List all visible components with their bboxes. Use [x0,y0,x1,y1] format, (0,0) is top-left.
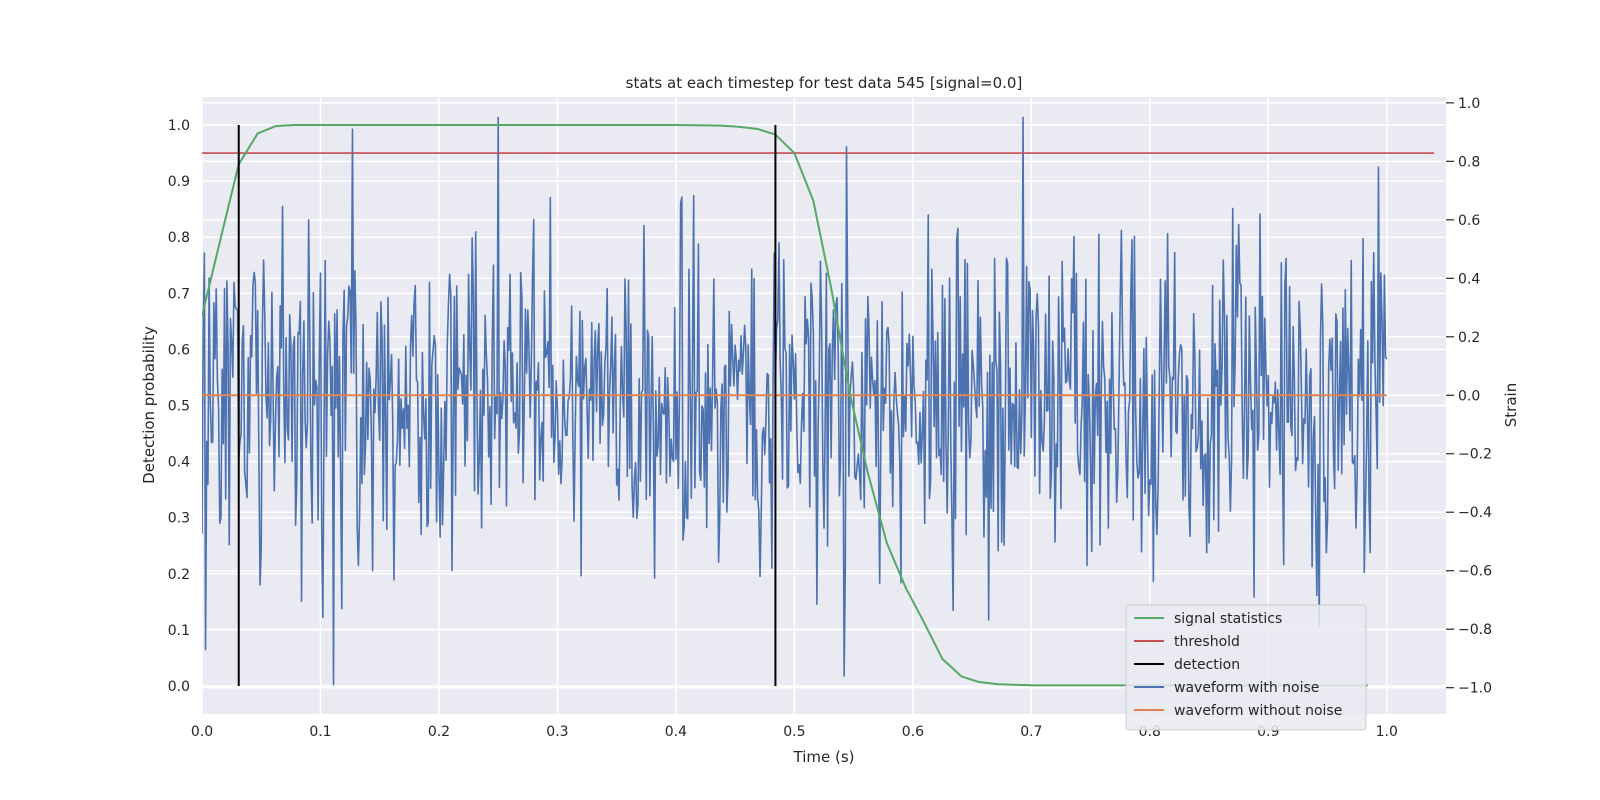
y2-tick-label: 0.6 [1458,213,1480,229]
y-tick-label: 0.1 [168,623,190,639]
x-tick-label: 0.7 [1020,724,1042,740]
x-tick-label: 0.6 [902,724,924,740]
y2-axis-label: Strain [1502,383,1520,427]
y-tick-label: 0.9 [168,174,190,190]
y-tick-label: 0.2 [168,567,190,583]
signal-statistics-line [202,124,1368,687]
y-tick-label: 0.0 [168,679,190,695]
y2-tick-label: 1.0 [1458,96,1480,112]
x-tick-label: 0.2 [428,724,450,740]
y-tick-label: 0.6 [168,342,190,358]
plot-layer [202,116,1435,687]
y2-tick-label: −0.6 [1458,564,1492,580]
y-tick-label: 0.8 [168,230,190,246]
y-tick-label: 0.5 [168,399,190,415]
chart-title: stats at each timestep for test data 545… [626,74,1023,92]
y-tick-label: 0.3 [168,511,190,527]
y2-tick-label: −0.2 [1458,447,1492,463]
y2-tick-label: 0.2 [1458,330,1480,346]
y2-tick-label: 0.4 [1458,271,1480,287]
y-tick-label: 0.7 [168,286,190,302]
y-tick-label: 0.4 [168,455,190,471]
x-tick-label: 1.0 [1376,724,1398,740]
x-axis-label: Time (s) [793,748,855,766]
legend-label: detection [1174,657,1240,673]
legend-label: signal statistics [1174,611,1282,627]
y-tick-label: 1.0 [168,118,190,134]
legend-label: threshold [1174,634,1240,650]
y-axis-label: Detection probability [140,326,158,484]
axes: 0.0 0.1 0.2 0.3 0.4 0.5 0.6 0.7 0.8 0.9 1.0 0.0 0.1 0… [168,96,1492,740]
legend-box [1125,604,1367,731]
y2-tick-label: 0.0 [1458,388,1480,404]
y2-tick-label: −1.0 [1458,681,1492,697]
x-tick-label: 0.5 [783,724,805,740]
x-tick-label: 0.3 [546,724,568,740]
x-tick-label: 0.1 [309,724,331,740]
legend-label: waveform without noise [1174,703,1342,719]
waveform-with-noise-line [202,116,1388,686]
x-tick-label: 0.4 [665,724,687,740]
legend-label: waveform with noise [1174,680,1319,696]
y2-tick-label: 0.8 [1458,154,1480,170]
legend: signal statistics threshold detection wavef… [1125,604,1367,731]
x-tick-label: 0.0 [191,724,213,740]
y2-tick-label: −0.8 [1458,622,1492,638]
y2-tick-label: −0.4 [1458,505,1492,521]
